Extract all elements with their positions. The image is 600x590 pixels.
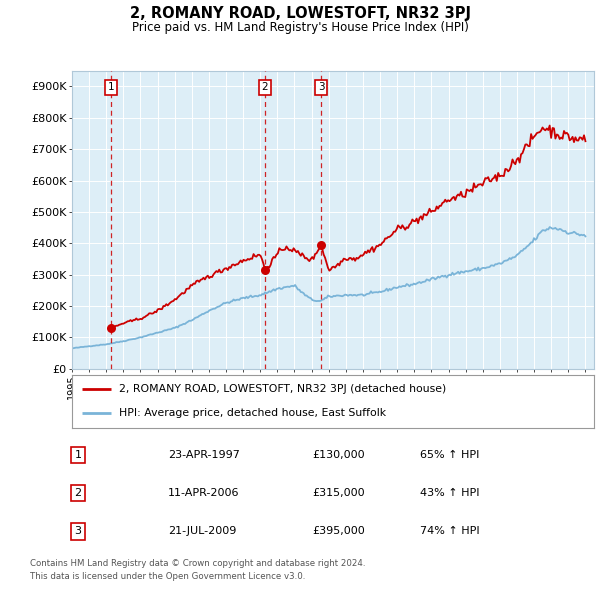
Text: 2: 2 bbox=[74, 488, 82, 498]
Text: £395,000: £395,000 bbox=[312, 526, 365, 536]
Text: £315,000: £315,000 bbox=[312, 488, 365, 498]
Text: Contains HM Land Registry data © Crown copyright and database right 2024.: Contains HM Land Registry data © Crown c… bbox=[30, 559, 365, 568]
Text: 2: 2 bbox=[262, 82, 268, 92]
Text: 11-APR-2006: 11-APR-2006 bbox=[168, 488, 239, 498]
Text: This data is licensed under the Open Government Licence v3.0.: This data is licensed under the Open Gov… bbox=[30, 572, 305, 581]
Text: 3: 3 bbox=[74, 526, 82, 536]
Text: Price paid vs. HM Land Registry's House Price Index (HPI): Price paid vs. HM Land Registry's House … bbox=[131, 21, 469, 34]
Text: 2, ROMANY ROAD, LOWESTOFT, NR32 3PJ (detached house): 2, ROMANY ROAD, LOWESTOFT, NR32 3PJ (det… bbox=[119, 384, 446, 394]
Text: 2, ROMANY ROAD, LOWESTOFT, NR32 3PJ: 2, ROMANY ROAD, LOWESTOFT, NR32 3PJ bbox=[130, 6, 470, 21]
Text: 43% ↑ HPI: 43% ↑ HPI bbox=[420, 488, 479, 498]
Text: 3: 3 bbox=[318, 82, 325, 92]
Text: 1: 1 bbox=[108, 82, 115, 92]
Text: £130,000: £130,000 bbox=[312, 450, 365, 460]
Text: 65% ↑ HPI: 65% ↑ HPI bbox=[420, 450, 479, 460]
Text: 21-JUL-2009: 21-JUL-2009 bbox=[168, 526, 236, 536]
Text: 74% ↑ HPI: 74% ↑ HPI bbox=[420, 526, 479, 536]
Text: HPI: Average price, detached house, East Suffolk: HPI: Average price, detached house, East… bbox=[119, 408, 386, 418]
Text: 1: 1 bbox=[74, 450, 82, 460]
Text: 23-APR-1997: 23-APR-1997 bbox=[168, 450, 240, 460]
